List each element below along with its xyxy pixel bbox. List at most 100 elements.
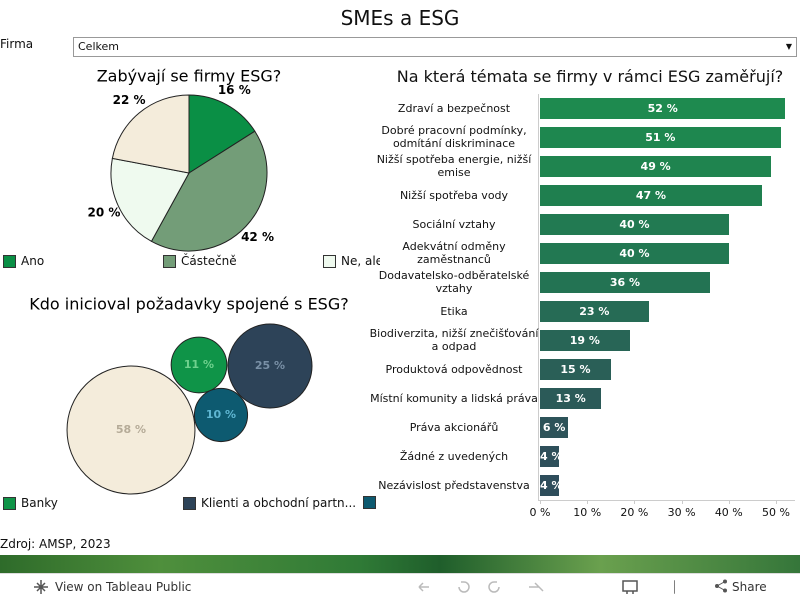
- value-label: 13 %: [555, 392, 586, 405]
- value-label: 19 %: [569, 334, 600, 347]
- category-label: Biodiverzita, nižší znečišťování a odpad: [369, 327, 539, 353]
- category-label: Žádné z uvedených: [399, 449, 509, 463]
- x-tick-label: 40 %: [714, 506, 743, 519]
- x-tick-label: 50 %: [762, 506, 790, 519]
- x-tick: [776, 500, 777, 504]
- pie-label: 16 %: [218, 83, 251, 97]
- share-button[interactable]: Share: [732, 580, 767, 594]
- axis-line: [538, 94, 539, 500]
- view-link[interactable]: View on Tableau Public: [55, 580, 192, 594]
- value-label: 23 %: [579, 305, 610, 318]
- x-tick-label: 10 %: [573, 506, 602, 519]
- bar: [540, 98, 786, 119]
- legend-item: [363, 496, 376, 509]
- value-label: 4 %: [540, 450, 563, 463]
- legend-item: Klienti a obchodní partn...: [183, 496, 356, 510]
- pie-slice: [110, 157, 190, 243]
- bubble: [227, 323, 313, 409]
- category-label: Sociální vztahy: [412, 217, 496, 231]
- x-tick-label: 0 %: [529, 506, 551, 519]
- bar: [540, 185, 762, 206]
- dropdown-arrow: ▼: [785, 42, 792, 51]
- category-label: Dobré pracovní podmínky, odmítání diskri…: [381, 124, 527, 150]
- legend-swatch: [3, 496, 16, 510]
- legend-swatch: [3, 254, 16, 268]
- value-label: 40 %: [619, 218, 650, 231]
- x-tick: [587, 500, 589, 504]
- legend-item: Ne, ale: [323, 254, 380, 268]
- pie-label: 42 %: [241, 230, 274, 244]
- x-tick: [634, 500, 636, 504]
- category-label: Produktová odpovědnost: [385, 362, 523, 376]
- x-tick: [540, 500, 541, 504]
- bar: [540, 359, 611, 380]
- x-tick: [728, 500, 730, 504]
- legend-label: Ne, ale: [341, 254, 380, 268]
- value-label: 36 %: [609, 276, 641, 289]
- left-charts: Zabývají se firmy ESG?16 % 42 % 20 % 22 % Kd…: [29, 67, 349, 495]
- bar: [540, 127, 781, 148]
- legend-item: Banky: [3, 496, 58, 510]
- category-label: Místní komunity a lidská práva: [370, 391, 538, 405]
- legend-swatch: [363, 496, 376, 509]
- category-label: Nezávislost představenstva: [378, 478, 530, 492]
- source: Zdroj: AMSP, 2023: [0, 537, 111, 551]
- bubble-legend: Banky Klienti a obchodní partn...: [0, 494, 380, 514]
- bubble-label: 58 %: [116, 423, 146, 436]
- bubble-label: 11 %: [184, 358, 214, 371]
- value-label: 6 %: [542, 421, 566, 434]
- pie-slice: [150, 130, 268, 252]
- bar: [540, 330, 630, 351]
- pie-label: 22 %: [113, 93, 146, 107]
- axis-line: [538, 500, 796, 501]
- x-tick: [681, 500, 683, 504]
- bubble-title: Kdo inicioval požadavky spojené s ESG?: [29, 295, 348, 314]
- category-label: Etika: [440, 304, 468, 318]
- toolbar-icons: [418, 580, 675, 594]
- pie-legend: Ano Částečně Ne, ale: [0, 252, 380, 272]
- legend-item: Ano: [3, 254, 44, 268]
- pie-slice: [188, 94, 256, 174]
- x-tick-label: 30 %: [667, 506, 696, 519]
- share-icon: [715, 579, 727, 593]
- filter-dropdown[interactable]: Celkem ▼: [73, 37, 797, 57]
- filter-label: Firma: [0, 37, 34, 51]
- value-label: 49 %: [640, 160, 671, 173]
- value-label: 4 %: [540, 479, 563, 492]
- legend-item: Částečně: [163, 254, 237, 268]
- bar: [540, 156, 772, 177]
- legend-label: Banky: [21, 496, 58, 510]
- value-label: 15 %: [560, 363, 591, 376]
- title: SMEs a ESG: [340, 6, 460, 30]
- value-label: 40 %: [619, 247, 650, 260]
- filter-value: Celkem: [78, 40, 119, 53]
- bar: [540, 417, 569, 438]
- category-label: Zdraví a bezpečnost: [397, 101, 511, 115]
- pie-slice: [111, 94, 190, 174]
- bar: [540, 272, 710, 293]
- tableau-icon: [34, 580, 48, 594]
- bar: [540, 475, 559, 496]
- bar-title: Na která témata se firmy v rámci ESG zam…: [396, 67, 784, 86]
- pie-title: Zabývají se firmy ESG?: [97, 67, 282, 86]
- bubble-label: 25 %: [255, 359, 285, 372]
- legend-swatch: [323, 254, 336, 268]
- value-label: 47 %: [635, 189, 666, 202]
- bubble: [193, 387, 249, 443]
- pie-label: 20 %: [87, 206, 120, 220]
- category-label: Nižší spotřeba energie, nižší emise: [376, 153, 532, 179]
- legend-label: Klienti a obchodní partn...: [201, 496, 357, 510]
- bubble: [170, 336, 228, 394]
- legend-swatch: [183, 496, 196, 510]
- bar-chart: Na která témata se firmy v rámci ESG zam…: [369, 67, 796, 519]
- value-label: 51 %: [645, 131, 676, 144]
- x-tick-label: 20 %: [620, 506, 649, 519]
- category-label: Nižší spotřeba vody: [399, 188, 509, 202]
- bubble-label: 10 %: [206, 408, 236, 421]
- legend-label: Částečně: [181, 254, 237, 268]
- category-label: Adekvátní odměny zaměstnanců: [402, 240, 506, 266]
- category-label: Práva akcionářů: [409, 420, 499, 434]
- bar: [540, 243, 729, 264]
- legend-label: Ano: [21, 254, 45, 268]
